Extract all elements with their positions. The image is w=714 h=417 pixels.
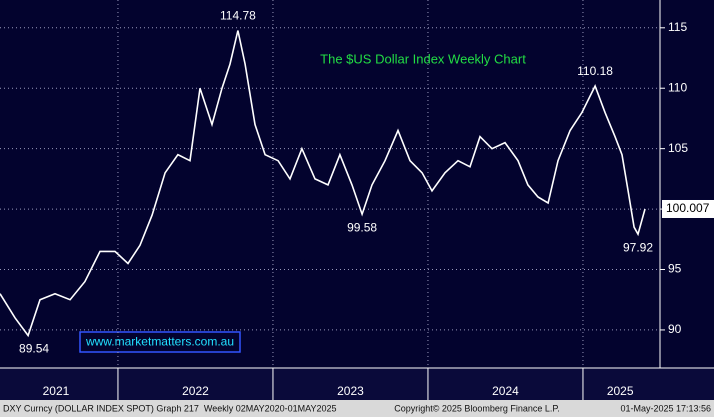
y-tick-label: 110 bbox=[668, 80, 687, 94]
footer-band bbox=[0, 400, 714, 417]
last-value-box bbox=[662, 199, 714, 218]
x-tick-label: 2025 bbox=[607, 384, 634, 398]
price-line bbox=[0, 30, 646, 338]
annotation: 89.54 bbox=[19, 342, 49, 356]
footer-center: Copyright© 2025 Bloomberg Finance L.P. bbox=[394, 403, 560, 413]
x-tick-label: 2023 bbox=[337, 384, 364, 398]
x-tick-label: 2024 bbox=[492, 384, 519, 398]
x-tick-label: 2022 bbox=[182, 384, 209, 398]
watermark: www.marketmatters.com.au bbox=[85, 335, 234, 349]
watermark-box bbox=[79, 331, 241, 353]
y-tick-label: 95 bbox=[668, 262, 682, 276]
x-axis-band bbox=[0, 368, 714, 400]
x-tick-label: 2021 bbox=[43, 384, 70, 398]
y-tick-label: 105 bbox=[668, 141, 688, 155]
annotation: 97.92 bbox=[623, 240, 653, 254]
annotation: 114.78 bbox=[220, 9, 256, 23]
footer-left: DXY Curncy (DOLLAR INDEX SPOT) Graph 217… bbox=[3, 403, 336, 413]
annotation: 99.58 bbox=[347, 220, 377, 234]
y-tick-label: 115 bbox=[668, 20, 687, 34]
chart-title: The $US Dollar Index Weekly Chart bbox=[320, 51, 526, 66]
footer-right: 01-May-2025 17:13:56 bbox=[620, 403, 711, 413]
y-tick-label: 90 bbox=[668, 322, 682, 336]
annotation: 110.18 bbox=[577, 64, 613, 78]
last-value-label: 100.007 bbox=[666, 201, 710, 215]
